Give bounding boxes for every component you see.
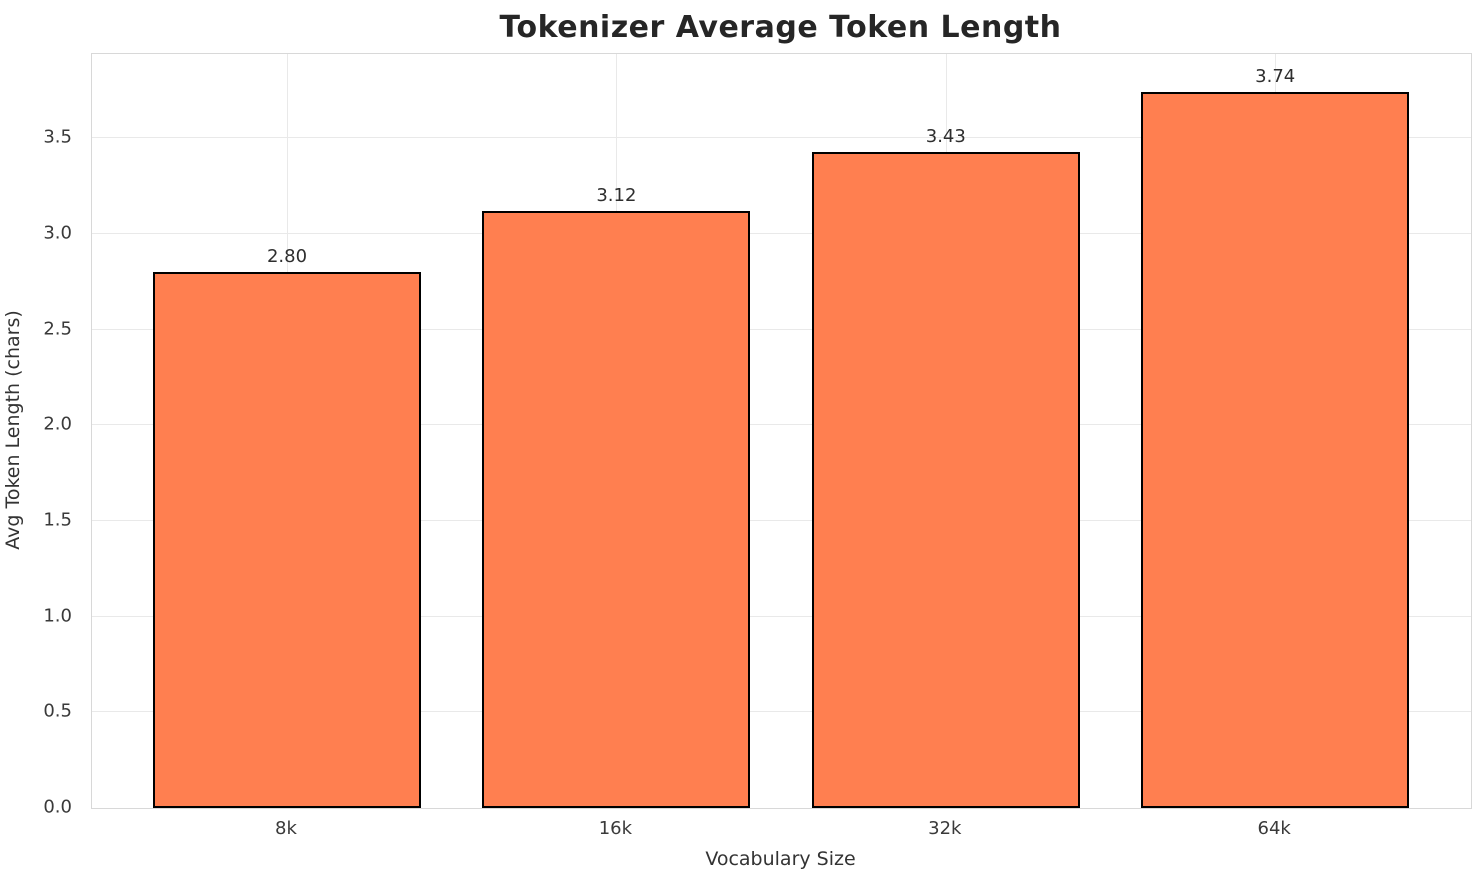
y-gridline — [92, 424, 1471, 426]
bar-8k — [153, 272, 421, 808]
x-tick-label-16k: 16k — [598, 818, 633, 839]
bar-value-label: 3.43 — [925, 125, 966, 147]
x-tick-label-64k: 64k — [1257, 818, 1291, 839]
y-tick-label: 1.0 — [43, 605, 72, 627]
y-gridline — [92, 232, 1471, 234]
bar-16k — [482, 210, 751, 808]
y-tick-label: 0.5 — [43, 700, 72, 722]
y-gridline — [92, 711, 1471, 713]
y-gridline — [92, 519, 1471, 521]
y-tick-label: 3.0 — [43, 222, 72, 244]
y-tick-label: 0.0 — [43, 796, 72, 818]
y-gridline — [92, 328, 1471, 330]
bar-value-label: 2.80 — [266, 246, 308, 268]
y-gridline — [92, 615, 1471, 617]
plot-area: 2.80 3.12 3.43 3.74 — [91, 53, 1472, 809]
x-axis-label: Vocabulary Size — [705, 848, 856, 870]
y-tick-label: 3.5 — [43, 126, 72, 148]
y-axis-label: Avg Token Length (chars) — [2, 310, 24, 550]
bar-value-label: 3.12 — [596, 184, 637, 206]
chart-title: Tokenizer Average Token Length — [499, 10, 1062, 45]
x-tick-label-32k: 32k — [928, 818, 962, 839]
y-gridline — [92, 137, 1471, 139]
y-tick-label: 2.5 — [43, 318, 72, 340]
y-tick-label: 2.0 — [43, 413, 72, 435]
bar-64k — [1141, 92, 1410, 808]
bar-value-label: 3.74 — [1255, 66, 1296, 88]
y-tick-label: 1.5 — [43, 509, 72, 531]
x-tick-label-8k: 8k — [275, 818, 297, 839]
bar-32k — [811, 151, 1080, 808]
